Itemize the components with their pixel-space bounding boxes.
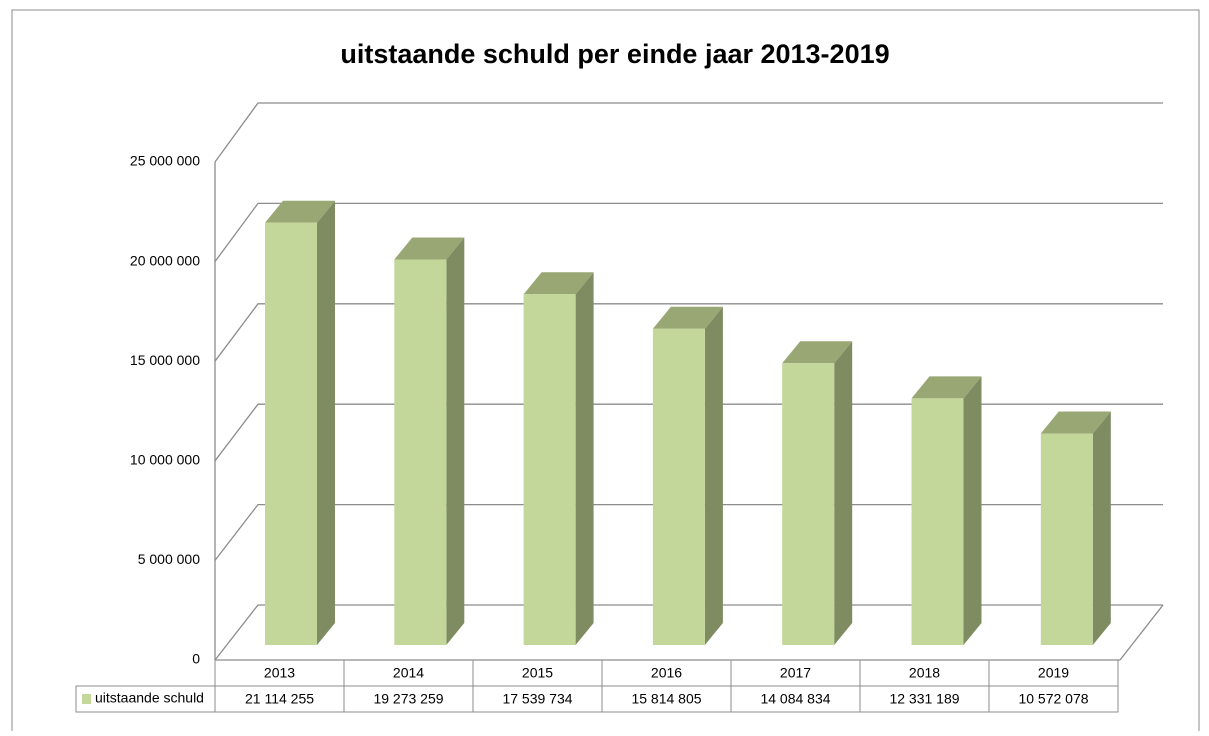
bar-side bbox=[963, 376, 982, 645]
grid-line bbox=[214, 604, 1163, 661]
legend-label: uitstaande schuld bbox=[95, 690, 204, 706]
data-table-value: 15 814 805 bbox=[631, 691, 701, 707]
bar-side bbox=[317, 200, 335, 645]
grid-line bbox=[214, 503, 1163, 561]
bar bbox=[265, 222, 317, 645]
bar-top bbox=[782, 341, 853, 364]
axis-wall bbox=[1119, 604, 1164, 661]
grid-line bbox=[214, 202, 1163, 262]
grid-line bbox=[214, 403, 1163, 462]
bar-top bbox=[523, 272, 594, 295]
bar-side bbox=[834, 341, 853, 645]
x-tick-label: 2014 bbox=[393, 665, 424, 681]
bar-top bbox=[394, 237, 465, 260]
x-tick-label: 2016 bbox=[651, 665, 682, 681]
y-tick-label: 10 000 000 bbox=[130, 452, 200, 468]
y-tick-label: 0 bbox=[192, 651, 200, 667]
y-tick-label: 5 000 000 bbox=[138, 551, 200, 567]
bar bbox=[652, 328, 705, 645]
bar-side bbox=[1092, 411, 1111, 645]
data-table-value: 19 273 259 bbox=[373, 691, 443, 707]
y-tick-label: 20 000 000 bbox=[130, 252, 200, 268]
bar-top bbox=[1040, 411, 1111, 434]
legend-swatch bbox=[82, 694, 91, 704]
data-table-value: 14 084 834 bbox=[760, 691, 830, 707]
data-table-value: 21 114 255 bbox=[245, 691, 314, 707]
grid-line bbox=[214, 303, 1163, 362]
data-table-value: 17 539 734 bbox=[502, 691, 572, 707]
bar-side bbox=[575, 272, 594, 645]
bar bbox=[782, 363, 835, 645]
data-table-value: 10 572 078 bbox=[1018, 691, 1088, 707]
y-tick-label: 15 000 000 bbox=[130, 352, 200, 368]
x-tick-label: 2015 bbox=[522, 665, 553, 681]
bar bbox=[911, 398, 964, 645]
x-tick-label: 2019 bbox=[1038, 665, 1069, 681]
x-tick-label: 2013 bbox=[264, 665, 295, 681]
grid-line bbox=[214, 102, 1163, 163]
data-table-value: 12 331 189 bbox=[889, 691, 959, 707]
bar-side bbox=[704, 306, 723, 645]
bar bbox=[523, 294, 576, 645]
chart-frame bbox=[11, 9, 1200, 736]
bar-top bbox=[265, 200, 335, 223]
bar bbox=[394, 259, 447, 645]
bar-top bbox=[652, 306, 723, 329]
bar-side bbox=[446, 237, 465, 645]
chart-title: uitstaande schuld per einde jaar 2013-20… bbox=[340, 39, 889, 69]
table-cell bbox=[988, 685, 1119, 713]
y-tick-label: 25 000 000 bbox=[130, 153, 200, 169]
x-tick-label: 2017 bbox=[780, 665, 811, 681]
x-tick-label: 2018 bbox=[909, 665, 940, 681]
bar-top bbox=[911, 376, 982, 399]
bar bbox=[1040, 433, 1093, 645]
